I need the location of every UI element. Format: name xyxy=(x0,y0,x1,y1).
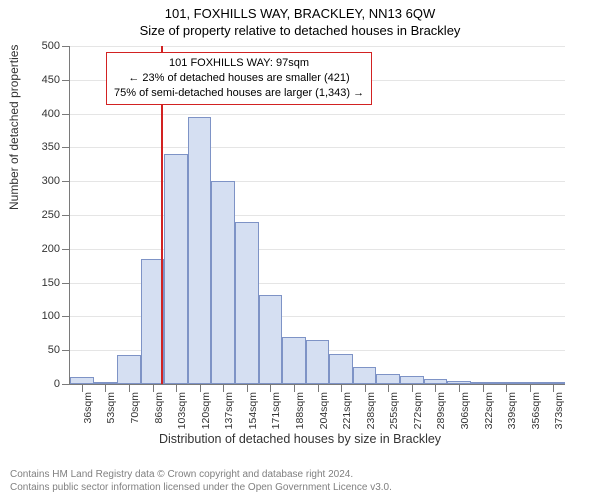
y-tick-label: 300 xyxy=(42,175,60,187)
y-tick-label: 150 xyxy=(42,277,60,289)
y-tick-label: 250 xyxy=(42,209,60,221)
y-tick-label: 50 xyxy=(48,344,60,356)
y-tick-label: 400 xyxy=(42,108,60,120)
x-tick-label: 103sqm xyxy=(176,392,188,429)
x-tick xyxy=(270,384,271,392)
y-tick-label: 0 xyxy=(54,378,60,390)
x-tick xyxy=(365,384,366,392)
annotation-box: 101 FOXHILLS WAY: 97sqm← 23% of detached… xyxy=(106,52,372,105)
x-tick-label: 188sqm xyxy=(294,392,306,429)
page-title-subtitle: Size of property relative to detached ho… xyxy=(0,21,600,38)
gridline xyxy=(70,46,565,47)
plot-area: 05010015020025030035040045050036sqm53sqm… xyxy=(70,46,565,384)
x-tick xyxy=(200,384,201,392)
x-tick xyxy=(459,384,460,392)
x-tick xyxy=(176,384,177,392)
chart-container: Number of detached properties 0501001502… xyxy=(0,40,600,440)
x-tick-label: 154sqm xyxy=(247,392,259,429)
x-tick-label: 171sqm xyxy=(270,392,282,429)
y-tick-label: 200 xyxy=(42,243,60,255)
gridline xyxy=(70,249,565,250)
x-tick-label: 137sqm xyxy=(223,392,235,429)
y-tick xyxy=(62,80,70,81)
x-tick-label: 306sqm xyxy=(459,392,471,429)
annotation-line: 75% of semi-detached houses are larger (… xyxy=(114,86,364,101)
x-tick xyxy=(506,384,507,392)
x-tick xyxy=(483,384,484,392)
page-title-address: 101, FOXHILLS WAY, BRACKLEY, NN13 6QW xyxy=(0,0,600,21)
x-tick-label: 238sqm xyxy=(365,392,377,429)
x-tick-label: 272sqm xyxy=(412,392,424,429)
x-tick xyxy=(435,384,436,392)
x-tick-label: 53sqm xyxy=(105,392,117,424)
gridline xyxy=(70,147,565,148)
footer-line-2: Contains public sector information licen… xyxy=(10,481,392,494)
y-tick xyxy=(62,46,70,47)
histogram-bar xyxy=(376,374,400,384)
annotation-line: ← 23% of detached houses are smaller (42… xyxy=(114,71,364,86)
x-tick-label: 255sqm xyxy=(388,392,400,429)
x-tick xyxy=(388,384,389,392)
histogram-bar xyxy=(353,367,377,384)
histogram-bar xyxy=(70,377,94,384)
x-axis-label: Distribution of detached houses by size … xyxy=(0,432,600,446)
histogram-bar xyxy=(211,181,235,384)
x-tick-label: 221sqm xyxy=(341,392,353,429)
gridline xyxy=(70,114,565,115)
footer-attribution: Contains HM Land Registry data © Crown c… xyxy=(10,468,392,494)
histogram-bar xyxy=(235,222,259,384)
x-tick-label: 373sqm xyxy=(553,392,565,429)
x-tick-label: 36sqm xyxy=(82,392,94,424)
x-tick xyxy=(294,384,295,392)
y-tick xyxy=(62,350,70,351)
histogram-bar xyxy=(164,154,188,384)
x-tick-label: 204sqm xyxy=(318,392,330,429)
x-tick xyxy=(341,384,342,392)
histogram-bar xyxy=(259,295,283,384)
histogram-bar xyxy=(117,355,141,384)
histogram-bar xyxy=(400,376,424,384)
x-tick-label: 70sqm xyxy=(129,392,141,424)
y-tick-label: 450 xyxy=(42,74,60,86)
annotation-line: 101 FOXHILLS WAY: 97sqm xyxy=(114,56,364,71)
x-tick xyxy=(247,384,248,392)
y-tick xyxy=(62,147,70,148)
gridline xyxy=(70,215,565,216)
histogram-bar xyxy=(306,340,330,384)
y-tick xyxy=(62,114,70,115)
x-tick xyxy=(553,384,554,392)
x-tick xyxy=(318,384,319,392)
gridline xyxy=(70,181,565,182)
y-tick xyxy=(62,283,70,284)
x-tick-label: 289sqm xyxy=(435,392,447,429)
y-axis-label: Number of detached properties xyxy=(7,45,21,210)
x-tick-label: 356sqm xyxy=(530,392,542,429)
x-tick-label: 339sqm xyxy=(506,392,518,429)
y-tick xyxy=(62,384,70,385)
footer-line-1: Contains HM Land Registry data © Crown c… xyxy=(10,468,392,481)
x-tick-label: 86sqm xyxy=(153,392,165,424)
y-tick-label: 100 xyxy=(42,310,60,322)
x-tick xyxy=(412,384,413,392)
x-tick xyxy=(530,384,531,392)
y-tick-label: 350 xyxy=(42,141,60,153)
histogram-bar xyxy=(329,354,353,384)
y-tick-label: 500 xyxy=(42,40,60,52)
histogram-bar xyxy=(188,117,212,384)
x-tick xyxy=(223,384,224,392)
x-tick-label: 120sqm xyxy=(200,392,212,429)
histogram-bar xyxy=(282,337,306,384)
y-tick xyxy=(62,249,70,250)
y-tick xyxy=(62,316,70,317)
y-tick xyxy=(62,215,70,216)
y-tick xyxy=(62,181,70,182)
x-tick-label: 322sqm xyxy=(483,392,495,429)
